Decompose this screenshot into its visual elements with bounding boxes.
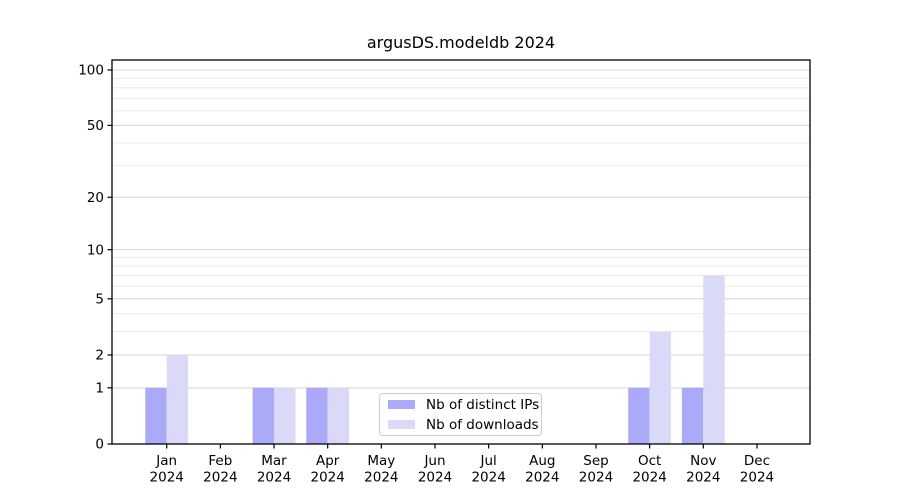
y-tick-label: 5 [95,291,104,307]
x-tick-label-month: Oct [638,453,661,469]
x-tick-label-month: May [367,453,395,469]
bar [145,387,167,444]
x-tick-label-year: 2024 [311,470,345,486]
series-distinct-ips [145,387,704,444]
legend-item-distinct-ips: Nb of distinct IPs [380,396,541,413]
y-tick-label: 50 [87,118,104,134]
x-tick-label-year: 2024 [418,470,452,486]
x-tick-label-year: 2024 [686,470,720,486]
bar [306,387,328,444]
series-downloads [166,275,725,444]
legend-label-downloads: Nb of downloads [426,416,539,433]
x-tick-label-month: Jan [155,453,177,469]
y-gridlines-minor [112,77,810,333]
x-tick-label-month: Nov [690,453,716,469]
bar [252,387,275,444]
bar [327,387,350,444]
bar [628,387,650,444]
x-tick-label-year: 2024 [364,470,398,486]
x-tick-label-year: 2024 [740,470,774,486]
x-tick-label-year: 2024 [525,470,559,486]
x-tick-label-year: 2024 [150,470,184,486]
x-tick-label-month: Dec [744,453,770,469]
x-tick-label-month: Feb [208,453,232,469]
bar [703,275,725,444]
y-gridlines-major [112,69,810,389]
legend-item-downloads: Nb of downloads [380,416,541,433]
x-tick-label-month: Jun [423,453,445,469]
x-tick-label-month: Mar [261,453,287,469]
y-tick-label: 100 [78,63,104,79]
axes-spines [111,59,811,445]
bar [681,387,704,444]
x-tick-label-month: Aug [529,453,555,469]
legend-swatch-downloads [388,420,415,429]
y-axis: 0 1 2 5 10 20 50 100 [78,63,112,453]
x-tick-label-year: 2024 [471,470,505,486]
x-tick-label-month: Sep [583,453,608,469]
legend: Nb of distinct IPs Nb of downloads [379,393,542,436]
chart-title: argusDS.modeldb 2024 [366,33,556,52]
legend-swatch-distinct-ips [388,400,415,409]
bar [166,354,189,444]
x-tick-label-year: 2024 [257,470,291,486]
y-tick-label: 10 [87,242,104,258]
x-tick-label-year: 2024 [579,470,613,486]
x-tick-label-year: 2024 [203,470,237,486]
y-tick-label: 1 [95,381,104,397]
y-tick-label: 0 [95,437,104,453]
x-tick-label-month: Apr [316,453,340,469]
x-tick-label-year: 2024 [632,470,666,486]
x-tick-label-month: Jul [480,453,497,469]
y-tick-label: 2 [95,348,104,364]
legend-label-distinct-ips: Nb of distinct IPs [426,396,540,413]
bar [274,387,296,444]
x-axis: Jan2024Feb2024Mar2024Apr2024May2024Jun20… [150,444,774,486]
bar [649,331,672,444]
y-tick-label: 20 [87,190,104,206]
